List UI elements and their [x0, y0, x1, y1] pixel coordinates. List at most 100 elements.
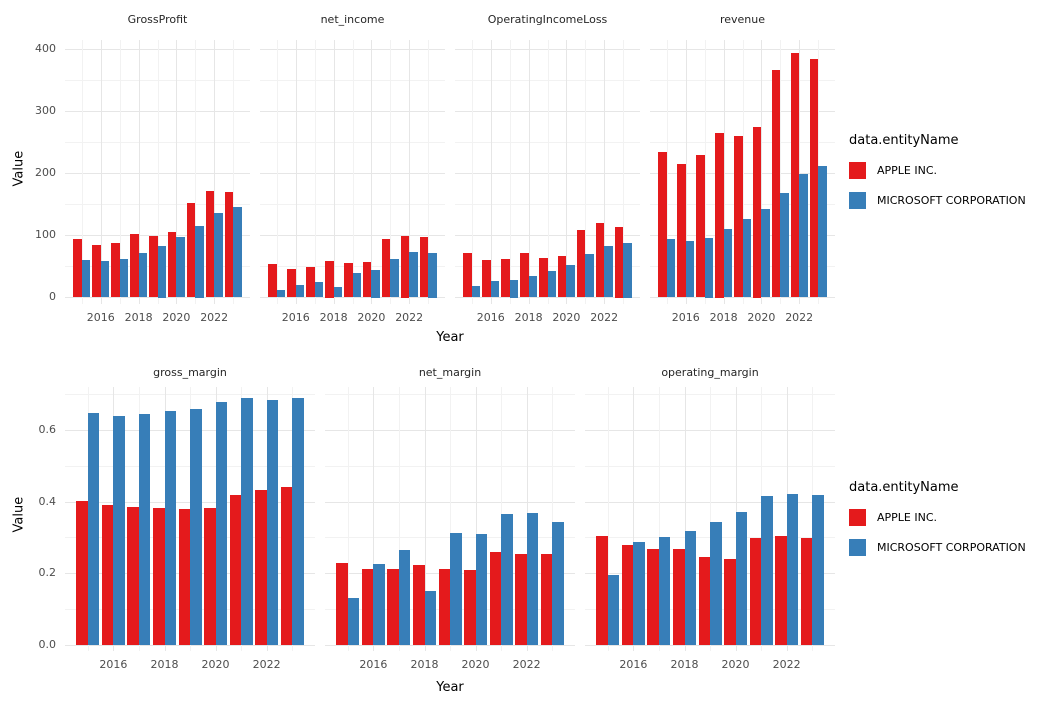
gridline-minor — [666, 40, 668, 304]
gridline-minor — [428, 40, 430, 304]
gridline-minor — [119, 40, 121, 304]
bar-apple-2018 — [673, 549, 685, 645]
bar-apple-2019 — [178, 509, 190, 645]
gridline-major — [528, 40, 530, 304]
bar-apple-2021 — [749, 538, 762, 645]
bar-apple-2016 — [287, 269, 296, 298]
bar-microsoft-2023 — [233, 206, 242, 298]
gridline-minor — [658, 387, 660, 651]
bar-apple-2018 — [520, 253, 529, 298]
bar-microsoft-2017 — [658, 537, 671, 645]
x-tick-label: 2018 — [670, 658, 699, 671]
bar-microsoft-2018 — [333, 287, 343, 298]
bar-apple-2017 — [111, 242, 120, 298]
bar-microsoft-2017 — [509, 279, 519, 298]
gridline-major — [799, 40, 801, 304]
x-tick-label: 2018 — [709, 311, 738, 324]
bar-apple-2016 — [621, 545, 634, 645]
y-tick-label: 0.6 — [38, 423, 57, 437]
gridline-major — [409, 40, 411, 304]
bar-microsoft-2015 — [607, 575, 620, 645]
gridline-minor — [157, 40, 159, 304]
bar-apple-2022 — [400, 235, 410, 298]
bar-apple-2016 — [361, 568, 374, 645]
bar-microsoft-2016 — [633, 542, 645, 645]
bar-apple-2018 — [130, 234, 139, 298]
bar-microsoft-2017 — [138, 413, 151, 645]
bar-microsoft-2020 — [566, 264, 575, 298]
bar-microsoft-2019 — [157, 246, 166, 298]
bar-apple-2023 — [614, 226, 624, 298]
gridline-minor — [233, 40, 235, 304]
y-tick-label: 100 — [35, 228, 56, 242]
plot-panel — [585, 387, 835, 651]
bar-apple-2023 — [419, 237, 429, 298]
legend-item-apple: APPLE INC. — [849, 157, 1061, 183]
bar-apple-2020 — [204, 508, 216, 645]
bar-apple-2018 — [325, 260, 334, 298]
bar-apple-2016 — [677, 163, 686, 298]
x-tick-label: 2022 — [772, 658, 801, 671]
bar-apple-2022 — [790, 52, 800, 298]
gridline-minor — [742, 40, 744, 304]
bar-apple-2023 — [280, 486, 293, 645]
apple-swatch-icon — [849, 161, 866, 179]
bar-microsoft-2022 — [214, 213, 223, 298]
x-tick-label: 2018 — [319, 311, 348, 324]
gridline-minor — [450, 387, 451, 651]
bar-apple-2019 — [344, 263, 353, 298]
bar-microsoft-2020 — [371, 270, 380, 298]
bar-microsoft-2016 — [100, 261, 110, 298]
legend: data.entityName APPLE INC. MICROSOFT COR… — [849, 133, 1061, 217]
gridline-minor — [552, 387, 554, 651]
apple-swatch-icon — [849, 508, 866, 526]
x-tick-label: 2020 — [162, 311, 191, 324]
bar-apple-2019 — [698, 556, 710, 645]
bar-microsoft-2017 — [119, 258, 129, 298]
y-tick-label: 0 — [49, 290, 56, 304]
bar-apple-2020 — [557, 256, 567, 298]
x-tick-label: 2022 — [512, 658, 541, 671]
bar-microsoft-2022 — [266, 400, 279, 645]
bar-microsoft-2015 — [276, 289, 286, 298]
x-tick-label: 2020 — [747, 311, 776, 324]
bar-apple-2020 — [167, 232, 177, 298]
gridline-major — [214, 40, 216, 304]
bar-apple-2018 — [153, 507, 165, 645]
bar-microsoft-2019 — [190, 408, 202, 645]
x-tick-label: 2016 — [359, 658, 388, 671]
bar-apple-2015 — [76, 501, 88, 645]
bar-microsoft-2022 — [526, 513, 539, 645]
legend-item-apple: APPLE INC. — [849, 504, 1061, 530]
facet-title: GrossProfit — [127, 13, 188, 26]
bar-microsoft-2021 — [780, 193, 789, 298]
bar-microsoft-2018 — [164, 411, 176, 645]
facet-title: net_income — [320, 13, 385, 26]
bar-apple-2021 — [229, 495, 242, 645]
gridline-major — [371, 40, 373, 304]
legend-label-microsoft: MICROSOFT CORPORATION — [877, 193, 1026, 207]
bar-apple-2015 — [336, 563, 348, 645]
bar-apple-2017 — [696, 155, 705, 298]
plot-panel — [650, 40, 835, 304]
bar-microsoft-2017 — [398, 550, 411, 645]
bar-microsoft-2020 — [475, 533, 487, 645]
gridline-major — [100, 40, 102, 304]
gridline-major — [566, 40, 568, 304]
x-tick-label: 2018 — [410, 658, 439, 671]
bar-apple-2015 — [658, 152, 667, 298]
facet-title: net_margin — [418, 366, 482, 379]
bar-microsoft-2021 — [501, 514, 513, 645]
bar-microsoft-2017 — [704, 237, 714, 298]
bar-apple-2019 — [539, 257, 548, 298]
bar-microsoft-2019 — [742, 219, 751, 298]
gridline-minor — [710, 387, 711, 651]
x-tick-label: 2018 — [150, 658, 179, 671]
bar-apple-2020 — [464, 569, 476, 645]
facet-operating_margin: operating_margin 2016 2018 2020 2022 — [585, 352, 835, 711]
bar-apple-2023 — [800, 538, 813, 645]
bar-microsoft-2016 — [295, 284, 305, 298]
bar-microsoft-2016 — [113, 415, 125, 645]
bar-apple-2023 — [540, 554, 553, 645]
gridline-minor — [547, 40, 549, 304]
